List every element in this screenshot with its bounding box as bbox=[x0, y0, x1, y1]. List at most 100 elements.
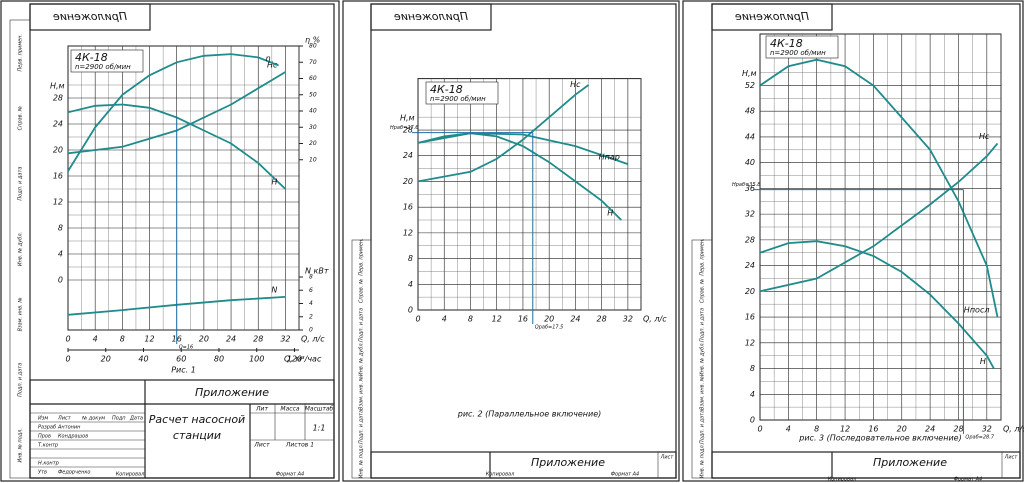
title-box bbox=[425, 81, 499, 105]
caption: рис. 2 (Параллельное включение) bbox=[457, 410, 602, 419]
y-tick-label: 12 bbox=[53, 198, 63, 207]
side-label: Подп. и дата bbox=[18, 363, 24, 397]
x-axis-label: Q, л/с bbox=[301, 335, 325, 344]
y-tick-label: 4 bbox=[750, 390, 755, 399]
x-tick-label: 0 bbox=[65, 335, 70, 344]
x2-tick-label: 100 bbox=[249, 355, 264, 364]
title-box bbox=[765, 35, 839, 59]
side-label: Справ. № bbox=[359, 279, 365, 303]
y-tick-label: 4 bbox=[408, 280, 413, 289]
cell: Лист bbox=[253, 442, 270, 449]
y-tick-label: 8 bbox=[408, 254, 413, 263]
y-tick-label: 32 bbox=[745, 210, 755, 219]
side-label: Взам. инв. № bbox=[359, 376, 365, 410]
cell: Подп bbox=[112, 416, 126, 422]
y-tick-label: 48 bbox=[745, 107, 755, 116]
y-tick-label: 12 bbox=[745, 338, 755, 347]
y-tick-label: 52 bbox=[745, 81, 755, 90]
operating-x-label: Qраб=17.5 bbox=[535, 325, 564, 331]
stamps: Приложение Приложение Приложение bbox=[53, 10, 809, 23]
y-tick-label: 28 bbox=[745, 235, 755, 244]
cell: Копировал bbox=[116, 472, 145, 478]
x-axis-label: Q, л/с bbox=[1003, 425, 1024, 434]
x-tick-label: 8 bbox=[120, 335, 125, 344]
x-tick-label: 12 bbox=[492, 315, 502, 324]
curve-label: H bbox=[980, 357, 986, 366]
y-tick-label: 24 bbox=[745, 261, 755, 270]
side-label: Инв. № подл. bbox=[700, 444, 706, 479]
operating-x-label: Qраб=28.7 bbox=[965, 435, 994, 441]
side-label: Инв. № дубл. bbox=[18, 232, 24, 266]
doc-name: станции bbox=[173, 429, 221, 442]
y2-tick-label: 40 bbox=[309, 108, 317, 115]
y2-axis-label: η % bbox=[305, 36, 320, 45]
y2-tick-label: 70 bbox=[309, 59, 317, 66]
cell: 1:1 bbox=[313, 424, 326, 433]
curve bbox=[68, 53, 279, 172]
cell: Утв bbox=[38, 470, 47, 476]
cell: Масса bbox=[280, 406, 299, 413]
cell: Копировал bbox=[486, 472, 515, 478]
x-tick-label: 8 bbox=[814, 425, 819, 434]
x-tick-label: 12 bbox=[840, 425, 850, 434]
y-tick-label: 20 bbox=[745, 287, 755, 296]
x-tick-label: 32 bbox=[982, 425, 992, 434]
x-tick-label: 0 bbox=[415, 315, 420, 324]
x2-tick-label: 60 bbox=[176, 355, 186, 364]
cell: Пров bbox=[38, 434, 51, 440]
cell: Копировал bbox=[828, 477, 857, 483]
x-tick-label: 24 bbox=[226, 335, 236, 344]
y-tick-label: 0 bbox=[58, 276, 63, 285]
curve-label: N bbox=[271, 285, 277, 294]
cell: Лист bbox=[1004, 455, 1019, 461]
caption: Рис. 1 bbox=[171, 366, 196, 375]
curve-label: Hс bbox=[570, 80, 581, 89]
y-tick-label: 8 bbox=[58, 224, 63, 233]
y-tick-label: 28 bbox=[403, 126, 413, 135]
y3-tick-label: 0 bbox=[309, 327, 313, 334]
side-label: Инв. № дубл. bbox=[700, 342, 706, 376]
appendix: Приложение bbox=[195, 386, 269, 399]
curve bbox=[418, 132, 622, 221]
x-tick-label: 16 bbox=[518, 315, 528, 324]
y-tick-label: 24 bbox=[53, 120, 63, 129]
y-axis-label: H,м bbox=[50, 82, 65, 91]
title-box bbox=[70, 49, 144, 73]
side-label: Подп. и дата bbox=[700, 410, 706, 444]
cell: Масштаб bbox=[305, 406, 334, 413]
cell: Формат А4 bbox=[954, 477, 982, 483]
title-rows: Изм Лист № докум Подп Дата Разраб Антонин Пров К… bbox=[38, 416, 143, 476]
y-tick-label: 20 bbox=[53, 146, 63, 155]
y3-axis-label: N кВт bbox=[305, 267, 329, 276]
curve-label: Hпар bbox=[599, 153, 620, 162]
curve bbox=[760, 240, 995, 369]
side-label: Инв. № подл. bbox=[359, 444, 365, 479]
curve-label: Hс bbox=[267, 61, 278, 70]
operating-x-label: Q=16 bbox=[179, 345, 194, 351]
y2-tick-label: 50 bbox=[309, 91, 317, 98]
x-tick-label: 24 bbox=[925, 425, 935, 434]
y-tick-label: 44 bbox=[745, 132, 755, 141]
side-label: Подп. и дата bbox=[359, 308, 365, 342]
x-tick-label: 0 bbox=[757, 425, 762, 434]
x-axis-label: Q, л/с bbox=[643, 315, 667, 324]
cell: Т.контр bbox=[38, 443, 58, 449]
title-block: Приложение Копировал Формат А4 Лист Прил… bbox=[370, 451, 1021, 483]
x-tick-label: 28 bbox=[597, 315, 607, 324]
x-tick-label: 24 bbox=[570, 315, 580, 324]
cell: № докум bbox=[81, 416, 105, 422]
y-axis-label: H,м bbox=[400, 114, 415, 123]
y-tick-label: 16 bbox=[745, 313, 755, 322]
x2-axis-label: Q, м³/час bbox=[284, 355, 322, 364]
cell: Изм bbox=[38, 416, 48, 422]
side-label: Перв. примен. bbox=[18, 34, 24, 72]
x2-tick-label: 80 bbox=[214, 355, 224, 364]
cell: Листов 1 bbox=[285, 442, 314, 449]
chart-subtitle: n=2900 об/мин bbox=[430, 95, 486, 103]
y-tick-label: 12 bbox=[403, 228, 413, 237]
side-label: Подп. и дата bbox=[18, 167, 24, 201]
curve-label: Hс bbox=[979, 132, 990, 141]
side-label: Справ. № bbox=[18, 106, 24, 130]
